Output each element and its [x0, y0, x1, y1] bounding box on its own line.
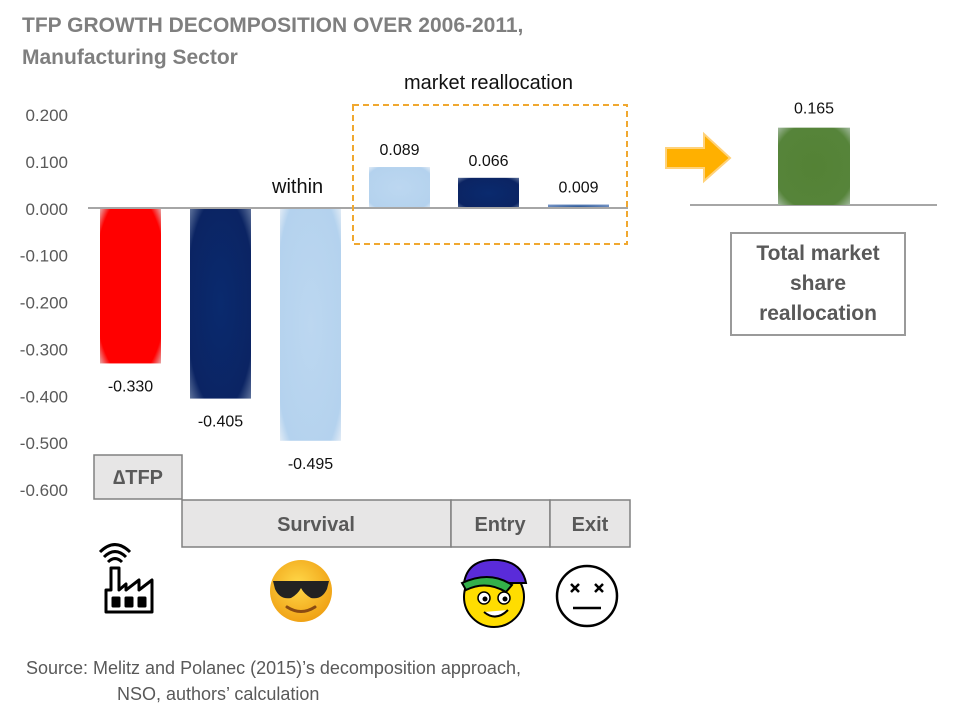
bar-survival-dark	[190, 208, 251, 399]
title-line-1: TFP GROWTH DECOMPOSITION OVER 2006-2011,	[22, 14, 524, 37]
total-market-share-box: Total market share reallocation	[730, 232, 906, 336]
dtfp-category-box	[93, 454, 183, 500]
y-tick-label: -0.300	[20, 340, 68, 359]
y-tick-label: -0.200	[20, 294, 68, 313]
value-label-survival-dark: -0.405	[198, 414, 243, 431]
bars-group: -0.330 -0.405 -0.495 0.089 0.066 0.009	[100, 142, 609, 473]
y-tick-label: 0.000	[25, 200, 68, 219]
value-label-survival-realloc: 0.089	[379, 142, 419, 159]
value-label-total: 0.165	[794, 101, 834, 118]
y-tick-label: -0.100	[20, 247, 68, 266]
y-tick-label: 0.200	[25, 106, 68, 125]
bar-survival-within	[280, 208, 341, 441]
source-note: Source: Melitz and Polanec (2015)’s deco…	[26, 655, 521, 707]
source-line-1: Source: Melitz and Polanec (2015)’s deco…	[26, 658, 521, 678]
value-label-exit: 0.009	[558, 180, 598, 197]
bar-exit	[548, 204, 609, 209]
sunglasses-face-icon	[270, 560, 332, 622]
entry-category-label: Entry	[474, 514, 526, 536]
y-tick-label: -0.400	[20, 387, 68, 406]
survival-category-label: Survival	[277, 514, 355, 536]
value-label-survival-within: -0.495	[288, 456, 333, 473]
factory-icon	[98, 543, 154, 614]
y-axis-tick-labels: 0.200 0.100 0.000 -0.100 -0.200 -0.300 -0.400 -…	[20, 106, 68, 500]
y-tick-label: -0.500	[20, 434, 68, 453]
value-label-dtfp: -0.330	[108, 378, 153, 395]
bar-survival-realloc	[369, 167, 430, 209]
within-label: within	[271, 176, 323, 198]
source-line-2: NSO, authors’ calculation	[117, 684, 320, 704]
market-reallocation-label: market reallocation	[404, 72, 573, 94]
survival-category-box	[181, 499, 452, 548]
chart-title: TFP GROWTH DECOMPOSITION OVER 2006-2011,…	[22, 10, 523, 74]
title-line-2: Manufacturing Sector	[22, 46, 238, 69]
y-tick-label: 0.100	[25, 153, 68, 172]
value-label-entry: 0.066	[468, 153, 508, 170]
y-tick-label: -0.600	[20, 481, 68, 500]
bar-dtfp	[100, 208, 161, 364]
bar-entry	[458, 177, 519, 209]
market-reallocation-box	[352, 104, 628, 245]
exit-category-box	[549, 499, 631, 548]
exit-category-label: Exit	[572, 514, 609, 536]
total-bar-group: 0.165	[778, 101, 850, 205]
right-arrow-icon	[665, 131, 732, 184]
cap-face-icon	[460, 558, 528, 628]
bar-total-market-share	[778, 127, 850, 205]
dizzy-face-icon	[555, 564, 619, 628]
dtfp-category-label: ∆TFP	[113, 467, 163, 489]
